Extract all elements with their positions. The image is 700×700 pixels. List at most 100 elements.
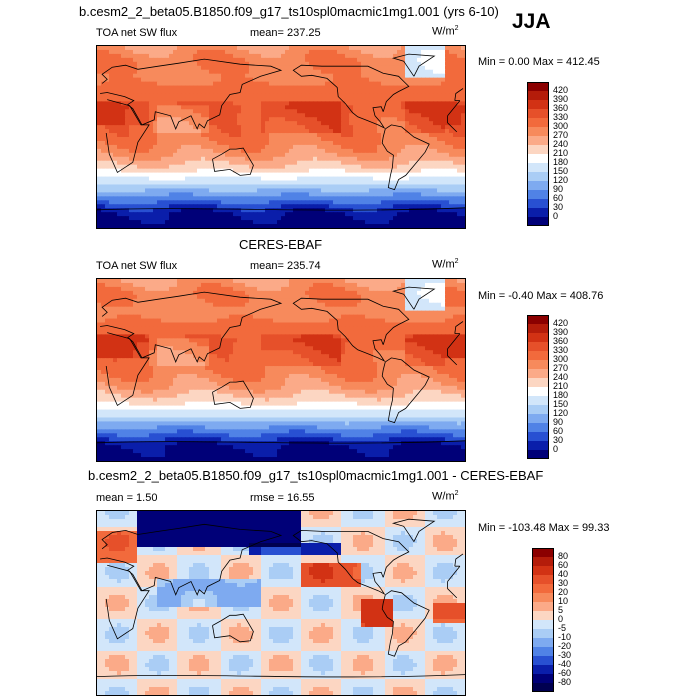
map-model-cell [173, 65, 178, 71]
map-model-cell [241, 97, 246, 102]
map-obs-cell [361, 302, 366, 308]
map-obs-cell [169, 306, 174, 312]
map-model-cell [285, 148, 290, 154]
map-model-cell [289, 49, 294, 55]
map-model-cell [341, 81, 346, 87]
map-model-cell [321, 192, 326, 197]
map-model-cell [197, 224, 202, 228]
map-model-cell [97, 212, 102, 217]
map-model-cell [165, 172, 170, 178]
map-model-cell [377, 148, 382, 154]
map-model-cell [133, 133, 138, 138]
map-model-cell [189, 224, 194, 228]
map-model-cell [453, 125, 458, 130]
map-model-cell [453, 117, 458, 122]
map-model-cell [201, 200, 206, 205]
map-model-cell [273, 46, 278, 51]
map-model-cell [397, 148, 402, 154]
map-model-cell [265, 168, 270, 174]
map-model-cell [117, 117, 122, 122]
map-obs-cell [409, 279, 414, 284]
map-model-cell [97, 89, 102, 95]
map-model-cell [249, 176, 254, 182]
map-model-cell [201, 180, 206, 186]
map-obs-cell [341, 290, 346, 296]
colorbar-swatch [527, 172, 549, 181]
map-model-cell [293, 188, 298, 193]
map-model-cell [337, 69, 342, 75]
map-obs-cell [381, 302, 386, 308]
map-model-cell [365, 89, 370, 95]
map-model-cell [185, 113, 190, 118]
map-model-cell [397, 180, 402, 186]
map-model-cell [329, 188, 334, 193]
map-model-cell [417, 69, 422, 75]
map-model-cell [389, 212, 394, 217]
map-model-cell [173, 105, 178, 110]
map-model-cell [197, 172, 202, 178]
map-model-cell [121, 65, 126, 71]
map-obs-cell [213, 294, 218, 300]
map-model-cell [409, 81, 414, 87]
map-model-cell [189, 192, 194, 197]
map-model-cell [309, 184, 314, 190]
map-obs-cell [249, 279, 254, 284]
colorbar-tick-label: 210 [553, 148, 569, 158]
map-model-cell [353, 46, 358, 51]
map-model-cell [153, 121, 158, 126]
map-model-cell [153, 196, 158, 201]
map-model-cell [409, 216, 414, 221]
map-model-cell [457, 125, 462, 130]
map-model-cell [137, 129, 142, 134]
map-model-cell [333, 212, 338, 217]
map-model-cell [453, 133, 458, 138]
map-model-cell [397, 46, 402, 51]
map-model-cell [429, 220, 434, 225]
map-model-cell [441, 97, 446, 102]
map-model-cell [141, 53, 146, 59]
map-model-cell [365, 65, 370, 71]
map-model-cell [165, 121, 170, 126]
map-model-cell [149, 77, 154, 83]
map-model-cell [321, 129, 326, 134]
map-model-cell [305, 125, 310, 130]
map-model-cell [169, 69, 174, 75]
map-obs-cell [193, 306, 198, 312]
map-obs-cell [461, 290, 465, 296]
map-model-cell [229, 109, 234, 114]
map-model-cell [317, 73, 322, 79]
map-model-cell [109, 200, 114, 205]
map-model-cell [341, 133, 346, 138]
map-model-cell [297, 57, 302, 63]
map-obs-cell [105, 290, 110, 296]
map-obs-cell [413, 298, 418, 304]
map-model-cell [265, 224, 270, 228]
map-obs-cell [417, 279, 422, 284]
map-obs-cell [125, 282, 130, 288]
map-model-cell [373, 176, 378, 182]
map-model-cell [449, 196, 454, 201]
map-obs-cell [173, 282, 178, 288]
map-model-cell [337, 97, 342, 102]
map-model-cell [173, 113, 178, 118]
map-obs-cell [237, 298, 242, 304]
map-model-cell [461, 212, 465, 217]
map-model-cell [209, 208, 214, 213]
map-model-cell [401, 152, 406, 158]
colorbar-swatch [527, 181, 549, 190]
map-model-cell [193, 196, 198, 201]
map-model-cell [437, 168, 442, 174]
map-model-cell [329, 109, 334, 114]
map-model-cell [281, 113, 286, 118]
map-model-cell [341, 196, 346, 201]
map-model-cell [177, 212, 182, 217]
map-model-cell [329, 184, 334, 190]
map-model-cell [209, 200, 214, 205]
map-model-cell [293, 65, 298, 71]
map-model-cell [153, 168, 158, 174]
map-model-cell [105, 212, 110, 217]
map-model-cell [253, 208, 258, 213]
map-model-cell [221, 200, 226, 205]
map-obs-cell [349, 294, 354, 300]
map-model-cell [413, 140, 418, 146]
